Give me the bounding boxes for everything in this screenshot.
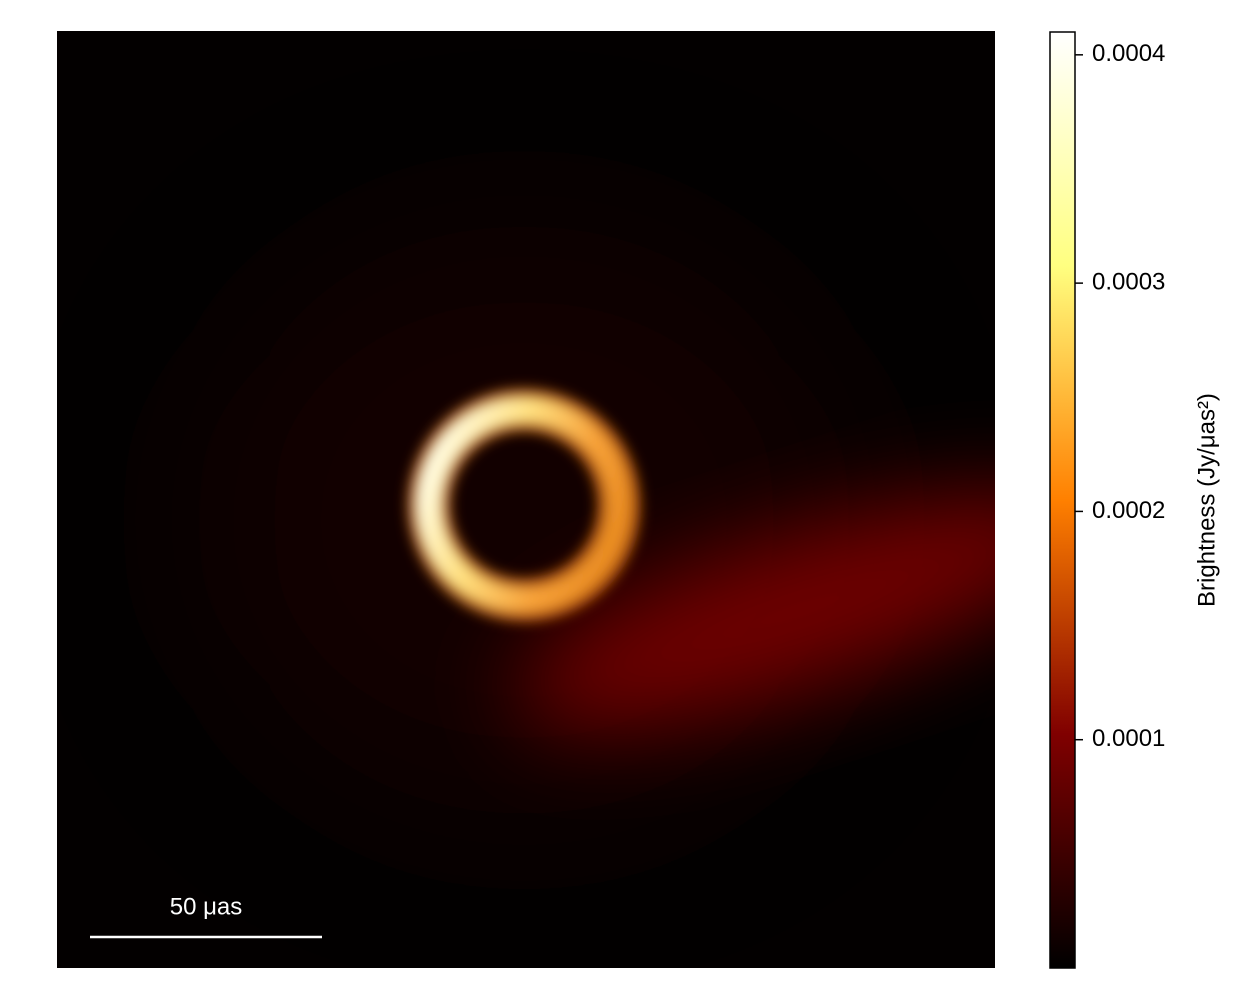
halo [194,220,854,820]
scale-bar-label: 50 μas [170,893,243,920]
colorbar-label: Brightness (Jy/μas²) [1193,393,1220,607]
colorbar-tick-label: 0.0004 [1092,40,1165,67]
jet [513,490,995,730]
ring [414,395,634,615]
colorbar-tick-label: 0.0001 [1092,725,1165,752]
colorbar: 0.0001 0.0002 0.0003 0.0004 [1049,31,1165,969]
image: 50 μas [57,31,995,968]
colorbar-tick-label: 0.0002 [1092,497,1165,524]
colorbar-fill [1049,31,1076,969]
colorbar-tick-label: 0.0003 [1092,268,1165,295]
